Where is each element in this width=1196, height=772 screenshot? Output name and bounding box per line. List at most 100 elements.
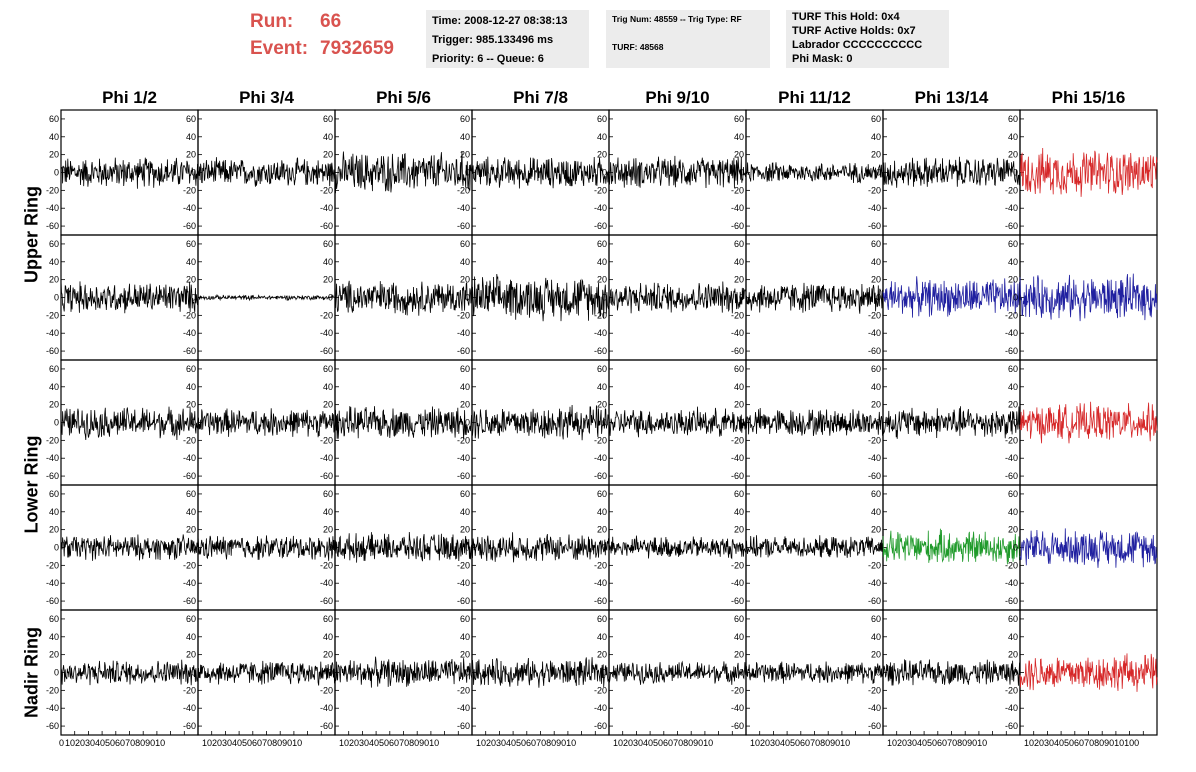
y-tick-label: -40: [457, 578, 470, 588]
y-tick-label: -60: [320, 596, 333, 606]
y-tick-label: -40: [594, 703, 607, 713]
y-tick-label: 40: [1008, 257, 1018, 267]
y-tick-label: 20: [871, 650, 881, 660]
y-tick-label: 40: [460, 257, 470, 267]
y-tick-label: -20: [731, 435, 744, 445]
y-tick-label: 0: [465, 418, 470, 428]
y-tick-label: 0: [602, 168, 607, 178]
y-tick-label: -60: [868, 471, 881, 481]
waveform-trace: [1019, 273, 1158, 322]
y-tick-label: 0: [465, 168, 470, 178]
y-tick-label: 0: [1013, 168, 1018, 178]
waveform-trace: [882, 156, 1021, 188]
waveform-trace: [608, 406, 747, 438]
waveform-trace: [471, 532, 610, 563]
y-tick-label: -40: [183, 203, 196, 213]
y-tick-label: -20: [594, 560, 607, 570]
y-tick-label: 0: [739, 418, 744, 428]
y-tick-label: -60: [46, 346, 59, 356]
y-tick-label: -40: [183, 703, 196, 713]
column-header: Phi 9/10: [645, 88, 710, 107]
waveform-trace: [197, 660, 336, 686]
labrador-text: Labrador CCCCCCCCCC: [792, 39, 923, 51]
y-tick-label: 40: [186, 382, 196, 392]
y-tick-label: -40: [320, 328, 333, 338]
waveform-trace: [745, 535, 884, 558]
waveform-panel: -60 -40 -20 0 20 40 60: [1005, 109, 1158, 236]
y-tick-label: 40: [734, 132, 744, 142]
y-tick-label: -60: [1005, 471, 1018, 481]
y-tick-label: -60: [457, 721, 470, 731]
y-tick-label: -20: [1005, 185, 1018, 195]
y-tick-label: 20: [460, 650, 470, 660]
y-tick-label: 20: [460, 150, 470, 160]
y-tick-label: -20: [868, 310, 881, 320]
column-header: Phi 1/2: [102, 88, 157, 107]
y-tick-label: 20: [597, 650, 607, 660]
waveform-trace: [882, 276, 1021, 318]
y-tick-label: 60: [871, 614, 881, 624]
y-tick-label: -60: [868, 596, 881, 606]
waveform-trace: [334, 280, 473, 316]
y-tick-label: 0: [465, 543, 470, 553]
y-tick-label: 60: [597, 114, 607, 124]
y-tick-label: -60: [731, 346, 744, 356]
y-tick-label: -60: [868, 221, 881, 231]
y-tick-label: 40: [734, 257, 744, 267]
run-value: 66: [320, 11, 342, 32]
waveform-panel: -60 -40 -20 0 20 40 60: [868, 109, 1021, 236]
y-tick-label: -60: [183, 596, 196, 606]
waveform-panel: -60 -40 -20 0 20 40 60: [46, 359, 199, 486]
y-tick-label: 20: [597, 275, 607, 285]
y-tick-label: 20: [734, 150, 744, 160]
waveform-panel: -60 -40 -20 0 20 40 60: [594, 234, 747, 361]
waveform-panel: -60 -40 -20 0 20 40 60: [731, 359, 884, 486]
waveform-trace: [608, 535, 747, 560]
waveform-trace: [608, 155, 747, 189]
y-tick-label: -20: [183, 435, 196, 445]
y-tick-label: -40: [457, 703, 470, 713]
y-tick-label: 0: [54, 168, 59, 178]
x-tick-label: 10203040506070809010: [476, 738, 576, 748]
y-tick-label: -60: [1005, 221, 1018, 231]
column-header: Phi 5/6: [376, 88, 431, 107]
turf-this-hold-text: TURF This Hold: 0x4: [792, 11, 900, 23]
y-tick-label: 40: [597, 132, 607, 142]
waveform-trace: [471, 404, 610, 441]
y-tick-label: 40: [871, 382, 881, 392]
y-tick-label: 40: [597, 257, 607, 267]
y-tick-label: 0: [602, 543, 607, 553]
y-tick-label: -60: [731, 721, 744, 731]
y-tick-label: -20: [183, 685, 196, 695]
y-tick-label: 60: [323, 239, 333, 249]
y-tick-label: 40: [734, 382, 744, 392]
y-tick-label: 60: [597, 489, 607, 499]
y-tick-label: 40: [323, 632, 333, 642]
y-tick-label: -60: [457, 596, 470, 606]
y-tick-label: -40: [868, 203, 881, 213]
waveform-panel: -60 -40 -20 0 20 40 60: [457, 484, 610, 611]
y-tick-label: -40: [731, 203, 744, 213]
y-tick-label: -40: [320, 203, 333, 213]
y-tick-label: -40: [868, 578, 881, 588]
y-tick-label: -20: [46, 685, 59, 695]
y-tick-label: 20: [460, 275, 470, 285]
y-tick-label: 20: [49, 275, 59, 285]
y-tick-label: -60: [868, 346, 881, 356]
waveform-panel: -60 -40 -20 0 20 40 60: [320, 359, 473, 486]
waveform-panel: -60 -40 -20 0 20 40 60: [731, 484, 884, 611]
y-tick-label: -40: [46, 578, 59, 588]
y-tick-label: 20: [871, 525, 881, 535]
y-tick-label: -40: [183, 578, 196, 588]
run-event-block: Run: 66 Event: 7932659: [250, 8, 394, 62]
y-tick-label: 0: [739, 168, 744, 178]
y-tick-label: -20: [46, 185, 59, 195]
y-tick-label: 40: [1008, 632, 1018, 642]
y-tick-label: -20: [46, 310, 59, 320]
y-tick-label: -20: [1005, 560, 1018, 570]
waveform-trace: [471, 657, 610, 688]
waveform-panel: -60 -40 -20 0 20 40 60: [1005, 234, 1158, 361]
y-tick-label: 60: [1008, 364, 1018, 374]
column-header: Phi 11/12: [778, 88, 851, 107]
